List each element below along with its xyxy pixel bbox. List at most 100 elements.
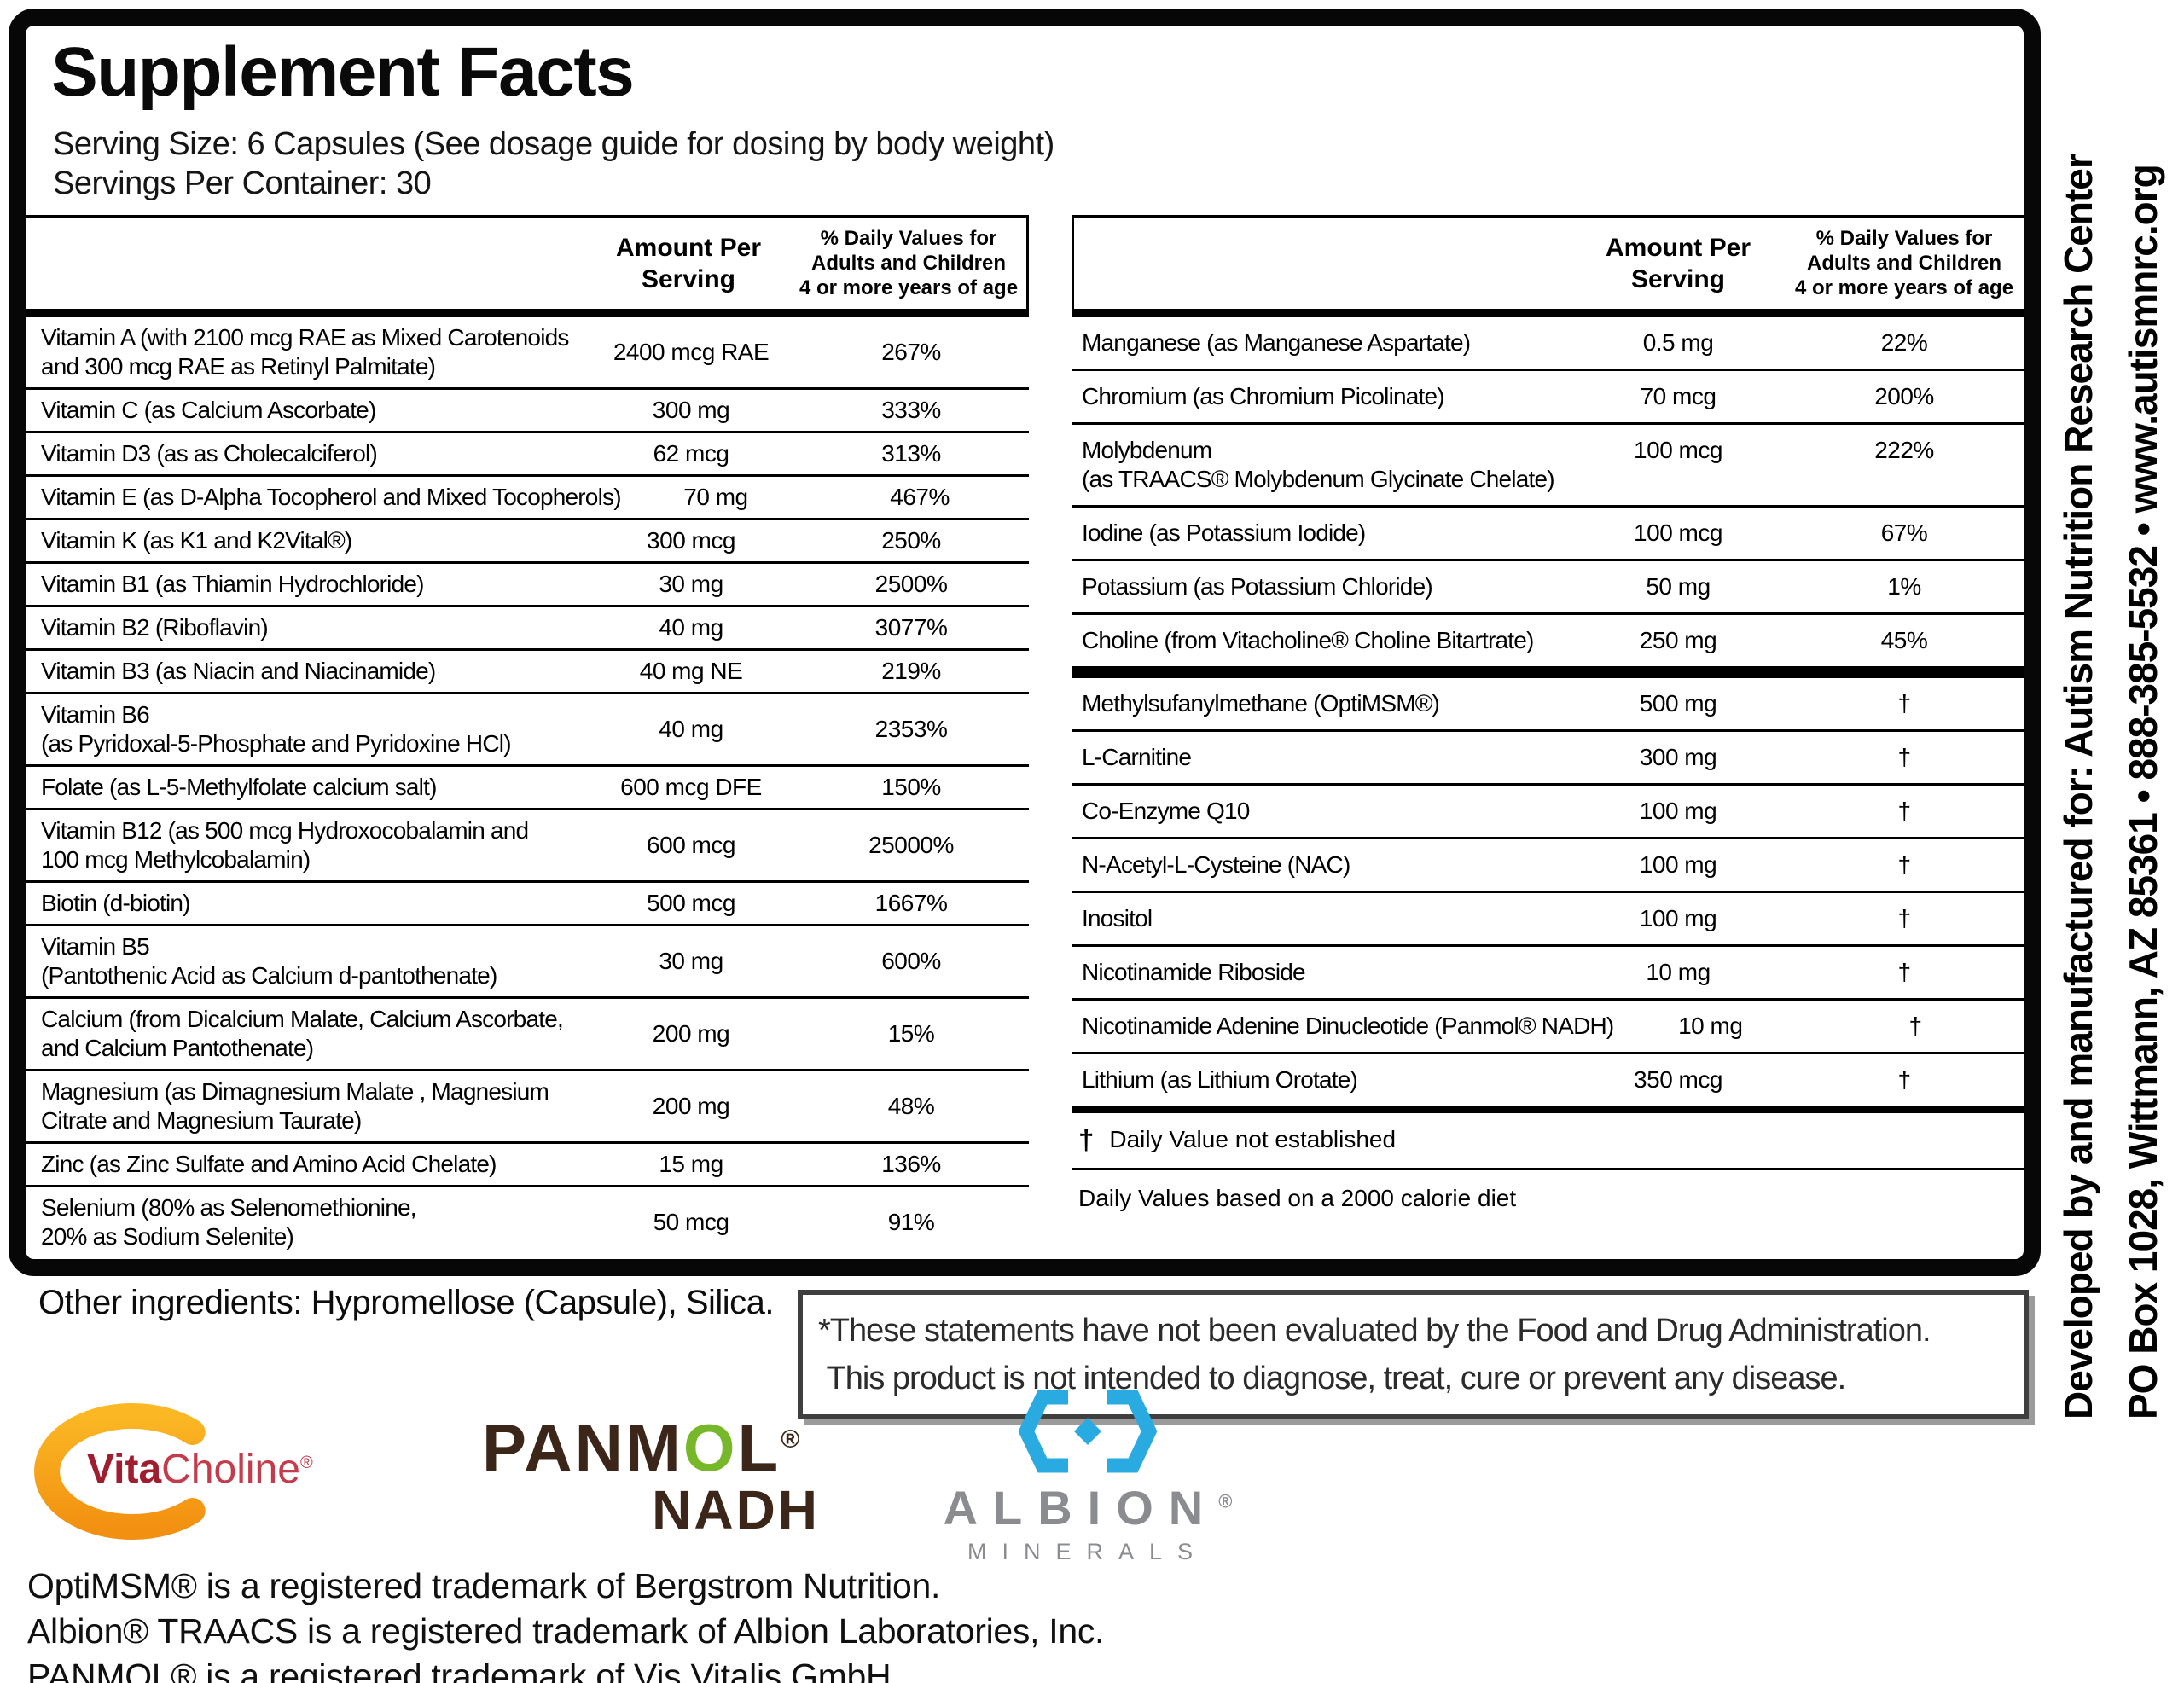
table-row: N-Acetyl-L-Cysteine (NAC) 100 mg † bbox=[1072, 839, 2024, 893]
ingredient-amount: 0.5 mg bbox=[1642, 329, 1714, 356]
serving-info: Serving Size: 6 Capsules (See dosage gui… bbox=[53, 125, 2024, 203]
ingredient-daily-value: 1% bbox=[1887, 573, 1921, 600]
manufacturer-line: Developed by and manufactured for: Autis… bbox=[2056, 154, 2100, 1419]
ingredient-amount: 40 mg bbox=[659, 614, 723, 641]
ingredient-daily-value: † bbox=[1897, 1066, 1911, 1093]
table-row: Vitamin D3 (as as Cholecalciferol) 62 mc… bbox=[26, 433, 1029, 477]
ingredient-name: Vitamin B12 (as 500 mcg Hydroxocobalamin… bbox=[41, 817, 529, 873]
ingredient-daily-value: 15% bbox=[887, 1020, 935, 1047]
table-row: L-Carnitine 300 mg † bbox=[1072, 732, 2024, 786]
panmol-nadh-text: NADH bbox=[652, 1479, 820, 1541]
ingredient-amount: 100 mg bbox=[1639, 905, 1717, 931]
ingredient-daily-value: † bbox=[1897, 905, 1911, 931]
vitacholine-vita-text: Vita bbox=[87, 1447, 162, 1492]
ingredient-name: L-Carnitine bbox=[1082, 744, 1192, 770]
ingredient-name: Co-Enzyme Q10 bbox=[1082, 798, 1250, 824]
table-row: Vitamin B6 (as Pyridoxal-5-Phosphate and… bbox=[26, 694, 1029, 767]
ingredient-amount: 250 mg bbox=[1639, 627, 1717, 653]
header-daily-value: % Daily Values for Adults and Children 4… bbox=[799, 227, 1019, 299]
ingredient-name: Selenium (80% as Selenomethionine, 20% a… bbox=[41, 1194, 417, 1250]
ingredient-daily-value: 313% bbox=[881, 440, 941, 467]
fda-disclaimer-box: *These statements have not been evaluate… bbox=[798, 1290, 2029, 1419]
vitacholine-ring-icon bbox=[34, 1403, 206, 1540]
ingredient-name: Magnesium (as Dimagnesium Malate , Magne… bbox=[41, 1078, 549, 1134]
table-row: Vitamin E (as D-Alpha Tocopherol and Mix… bbox=[26, 477, 1029, 520]
table-row: Vitamin B3 (as Niacin and Niacinamide) 4… bbox=[26, 651, 1029, 694]
table-row: Potassium (as Potassium Chloride) 50 mg … bbox=[1072, 561, 2024, 615]
ingredient-amount: 100 mcg bbox=[1634, 437, 1722, 463]
ingredient-daily-value: 67% bbox=[1880, 519, 1928, 546]
ingredient-amount: 50 mcg bbox=[653, 1209, 729, 1235]
vitacholine-choline-text: Choline bbox=[161, 1447, 300, 1492]
panmol-nadh-logo: PANMOL® NADH bbox=[482, 1409, 857, 1541]
ingredient-name: Manganese (as Manganese Aspartate) bbox=[1082, 329, 1471, 356]
facts-tables: Amount Per Serving % Daily Values for Ad… bbox=[26, 215, 2024, 1257]
ingredient-name: Vitamin A (with 2100 mcg RAE as Mixed Ca… bbox=[41, 324, 569, 380]
table-row: Biotin (d-biotin) 500 mcg 1667% bbox=[26, 883, 1029, 926]
ingredient-amount: 62 mcg bbox=[653, 440, 729, 467]
table-row: Nicotinamide Riboside 10 mg † bbox=[1072, 947, 2024, 1001]
ingredient-amount: 100 mg bbox=[1639, 798, 1717, 824]
panmol-green-o: O bbox=[682, 1410, 738, 1485]
ingredient-amount: 50 mg bbox=[1646, 573, 1711, 600]
albion-minerals-logo: ALBION® MINERALS bbox=[887, 1389, 1288, 1565]
ingredient-daily-value: 467% bbox=[890, 484, 950, 510]
ingredient-daily-value: † bbox=[1897, 744, 1911, 770]
ingredient-amount: 15 mg bbox=[659, 1151, 723, 1177]
ingredient-daily-value: 2500% bbox=[874, 571, 948, 597]
ingredient-name: Vitamin B5 (Pantothenic Acid as Calcium … bbox=[41, 933, 497, 989]
ingredient-amount: 300 mg bbox=[652, 397, 730, 423]
header-daily-value: % Daily Values for Adults and Children 4… bbox=[1794, 227, 2014, 299]
ingredient-name: Calcium (from Dicalcium Malate, Calcium … bbox=[41, 1006, 564, 1061]
ingredient-daily-value: † bbox=[1897, 798, 1911, 824]
ingredient-amount: 40 mg bbox=[659, 716, 723, 742]
ingredient-name: Lithium (as Lithium Orotate) bbox=[1082, 1066, 1358, 1093]
facts-table-right: Amount Per Serving % Daily Values for Ad… bbox=[1072, 215, 2024, 1257]
ingredient-name: Vitamin D3 (as as Cholecalciferol) bbox=[41, 440, 378, 467]
albion-wordmark: ALBION® bbox=[887, 1480, 1288, 1535]
registered-mark-icon: ® bbox=[1218, 1490, 1233, 1512]
ingredient-amount: 300 mcg bbox=[647, 527, 735, 554]
albion-minerals-text: MINERALS bbox=[967, 1539, 1209, 1564]
table-row: Vitamin B2 (Riboflavin) 40 mg 3077% bbox=[26, 607, 1029, 651]
ingredient-daily-value: † bbox=[1897, 959, 1911, 985]
header-amount: Amount Per Serving bbox=[615, 233, 761, 293]
ingredient-name: Nicotinamide Adenine Dinucleotide (Panmo… bbox=[1082, 1013, 1614, 1039]
trademark-line: OptiMSM® is a registered trademark of Be… bbox=[27, 1566, 941, 1605]
ingredient-daily-value: 3077% bbox=[874, 614, 948, 641]
registered-mark-icon: ® bbox=[781, 1425, 800, 1454]
ingredient-name: Folate (as L-5-Methylfolate calcium salt… bbox=[41, 774, 437, 800]
ingredient-amount: 500 mcg bbox=[647, 890, 735, 916]
registered-mark-icon: ® bbox=[299, 1454, 313, 1472]
albion-text: ALBION bbox=[943, 1481, 1219, 1535]
ingredient-daily-value: † bbox=[1897, 690, 1911, 717]
ingredient-amount: 600 mcg DFE bbox=[620, 774, 762, 800]
table-row: Inositol 100 mg † bbox=[1072, 893, 2024, 947]
ingredient-daily-value: † bbox=[1908, 1013, 1923, 1039]
header-amount: Amount Per Serving bbox=[1605, 233, 1751, 293]
table-row: Vitamin B12 (as 500 mcg Hydroxocobalamin… bbox=[26, 810, 1029, 883]
ingredient-name: Chromium (as Chromium Picolinate) bbox=[1082, 383, 1445, 409]
footnote-daily-values-basis: Daily Values based on a 2000 calorie die… bbox=[1078, 1185, 1517, 1211]
table-header: Amount Per Serving % Daily Values for Ad… bbox=[26, 215, 1029, 317]
panmol-text: PANM bbox=[482, 1410, 683, 1485]
page-title: Supplement Facts bbox=[51, 33, 635, 111]
ingredient-amount: 100 mg bbox=[1639, 851, 1717, 878]
table-row: Magnesium (as Dimagnesium Malate , Magne… bbox=[26, 1071, 1029, 1144]
ingredient-amount: 600 mcg bbox=[647, 832, 735, 858]
ingredient-name: Vitamin B6 (as Pyridoxal-5-Phosphate and… bbox=[41, 701, 512, 757]
table-row: Folate (as L-5-Methylfolate calcium salt… bbox=[26, 767, 1029, 810]
table-row: Iodine (as Potassium Iodide) 100 mcg 67% bbox=[1072, 508, 2024, 561]
ingredient-name: Nicotinamide Riboside bbox=[1082, 959, 1306, 985]
ingredient-name: Zinc (as Zinc Sulfate and Amino Acid Che… bbox=[41, 1151, 497, 1177]
vitacholine-wordmark: VitaCholine® bbox=[87, 1446, 313, 1493]
ingredient-daily-value: 91% bbox=[887, 1209, 935, 1235]
ingredient-daily-value: 1667% bbox=[874, 890, 948, 916]
table-row: Chromium (as Chromium Picolinate) 70 mcg… bbox=[1072, 371, 2024, 425]
ingredient-name: Vitamin C (as Calcium Ascorbate) bbox=[41, 397, 376, 423]
ingredient-amount: 70 mcg bbox=[1640, 383, 1716, 409]
ingredient-name: Methylsufanylmethane (OptiMSM®) bbox=[1082, 690, 1440, 717]
ingredient-name: Vitamin B3 (as Niacin and Niacinamide) bbox=[41, 658, 436, 684]
ingredient-name: Biotin (d-biotin) bbox=[41, 890, 191, 916]
